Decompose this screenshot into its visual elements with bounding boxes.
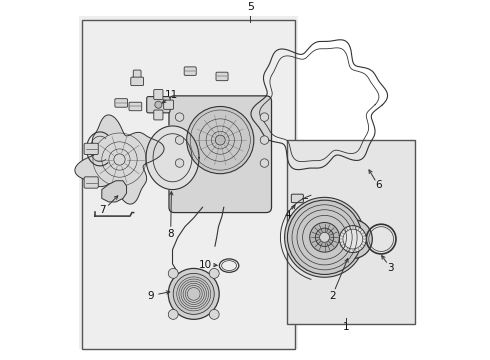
Circle shape	[333, 220, 372, 258]
FancyBboxPatch shape	[147, 96, 170, 113]
Text: 10: 10	[199, 260, 212, 270]
Circle shape	[260, 159, 269, 167]
Text: 7: 7	[99, 205, 106, 215]
Circle shape	[215, 135, 225, 145]
Circle shape	[175, 159, 184, 167]
Circle shape	[168, 310, 178, 319]
Polygon shape	[146, 126, 199, 190]
FancyBboxPatch shape	[292, 194, 303, 203]
Circle shape	[260, 113, 269, 121]
Circle shape	[155, 101, 162, 108]
Circle shape	[260, 136, 269, 144]
FancyBboxPatch shape	[115, 99, 127, 107]
Circle shape	[209, 269, 219, 278]
Circle shape	[168, 269, 178, 278]
Polygon shape	[102, 181, 126, 202]
FancyBboxPatch shape	[164, 100, 173, 109]
Text: 6: 6	[375, 180, 382, 190]
Circle shape	[209, 310, 219, 319]
Bar	[79, 16, 298, 349]
FancyBboxPatch shape	[154, 110, 163, 120]
FancyBboxPatch shape	[131, 77, 144, 86]
FancyBboxPatch shape	[84, 177, 98, 188]
Circle shape	[340, 226, 367, 252]
Circle shape	[310, 222, 340, 252]
FancyBboxPatch shape	[84, 143, 98, 154]
FancyBboxPatch shape	[154, 90, 163, 99]
Text: 5: 5	[247, 2, 254, 12]
Circle shape	[285, 197, 365, 277]
Text: 8: 8	[168, 229, 174, 239]
Bar	[82, 20, 294, 349]
Circle shape	[187, 107, 254, 174]
Text: 1: 1	[343, 323, 349, 333]
Bar	[288, 140, 415, 324]
Circle shape	[173, 273, 214, 314]
Circle shape	[316, 228, 334, 247]
Text: 9: 9	[147, 291, 153, 301]
FancyBboxPatch shape	[216, 72, 228, 81]
Text: 3: 3	[387, 263, 393, 273]
Polygon shape	[75, 115, 164, 204]
Circle shape	[114, 154, 125, 165]
FancyBboxPatch shape	[169, 96, 271, 212]
Circle shape	[175, 113, 184, 121]
Text: 4: 4	[284, 210, 291, 220]
Circle shape	[288, 200, 362, 274]
Circle shape	[168, 269, 219, 319]
Text: 11: 11	[165, 90, 178, 100]
FancyBboxPatch shape	[133, 70, 141, 80]
Text: 2: 2	[329, 291, 336, 301]
Circle shape	[175, 136, 184, 144]
FancyBboxPatch shape	[129, 102, 142, 111]
Circle shape	[319, 232, 329, 242]
FancyBboxPatch shape	[184, 67, 196, 75]
